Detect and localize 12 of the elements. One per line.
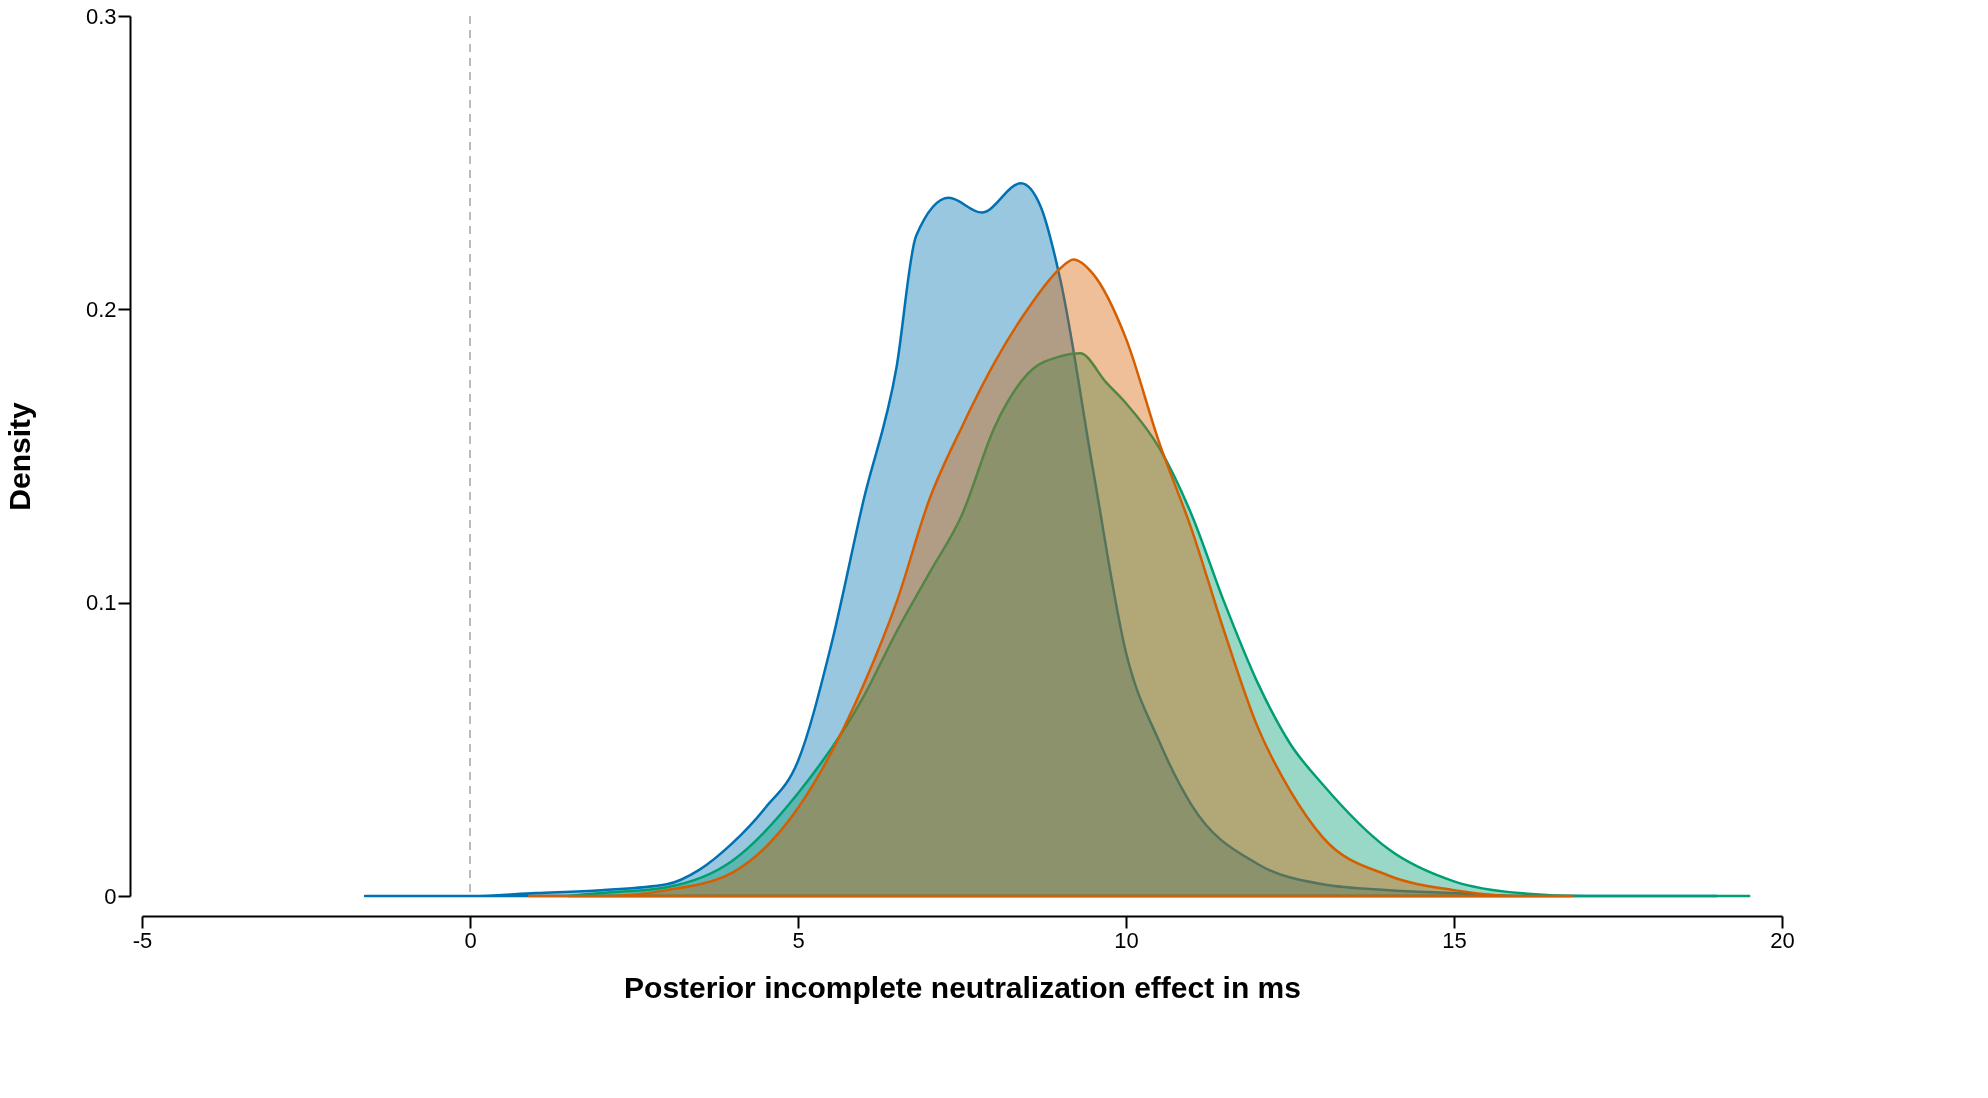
x-axis-title: Posterior incomplete neutralization effect in ms (624, 970, 1301, 1004)
y-tick-label: 0.3 (85, 3, 117, 29)
y-tick-label: 0.1 (85, 590, 117, 616)
y-tick-label: 0.2 (85, 296, 117, 322)
y-tick-label: 0 (104, 883, 117, 909)
x-tick-label: 20 (1770, 927, 1795, 953)
x-tick-label: -5 (132, 927, 153, 953)
x-tick-label: 10 (1114, 927, 1139, 953)
x-tick-label: 0 (464, 927, 477, 953)
x-tick-label: 15 (1442, 927, 1467, 953)
y-axis-title: Density (2, 402, 36, 511)
x-tick-label: 5 (792, 927, 805, 953)
